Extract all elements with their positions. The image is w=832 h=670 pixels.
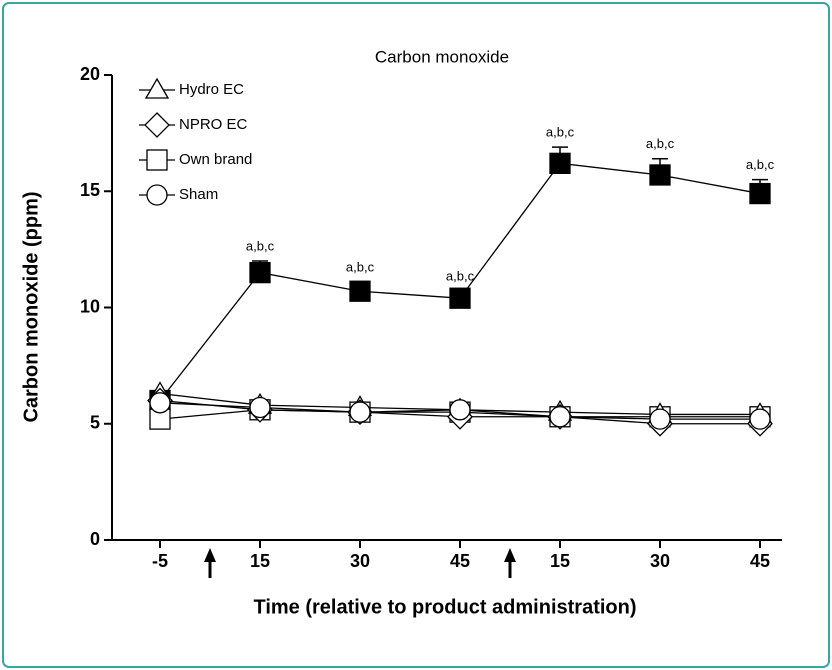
marker: [349, 280, 371, 302]
x-tick-label: 15: [250, 551, 270, 571]
marker: [146, 184, 168, 206]
legend-label: Hydro EC: [179, 81, 244, 98]
x-axis-label: Time (relative to product administration…: [253, 596, 636, 618]
x-tick-label: 45: [750, 551, 770, 571]
marker: [144, 77, 170, 99]
marker: [749, 182, 771, 205]
x-tick-label: 45: [450, 551, 470, 571]
arrow-head: [204, 548, 216, 562]
marker: [249, 261, 271, 284]
x-tick-label: -5: [152, 551, 168, 571]
x-tick-label: 30: [650, 551, 670, 571]
annotation: a,b,c: [346, 259, 375, 274]
x-tick-label: 15: [550, 551, 570, 571]
annotation: a,b,c: [446, 269, 475, 284]
marker: [749, 408, 771, 430]
annotation: a,b,c: [746, 157, 775, 172]
marker: [146, 149, 168, 171]
marker: [449, 287, 471, 309]
marker: [649, 408, 671, 430]
y-tick-label: 0: [90, 529, 100, 549]
marker: [449, 399, 471, 421]
legend-label: Own brand: [179, 151, 252, 168]
marker: [144, 112, 170, 138]
annotation: a,b,c: [646, 136, 675, 151]
marker: [149, 392, 171, 414]
chart-title: Carbon monoxide: [375, 47, 509, 66]
marker: [249, 396, 271, 419]
y-tick-label: 10: [80, 296, 100, 316]
y-tick-label: 20: [80, 64, 100, 84]
y-axis-label: Carbon monoxide (ppm): [20, 191, 42, 422]
annotation: a,b,c: [246, 238, 275, 253]
legend-label: Sham: [179, 186, 218, 203]
marker: [649, 164, 671, 186]
y-tick-label: 5: [90, 413, 100, 433]
annotation: a,b,c: [546, 125, 575, 140]
legend-label: NPRO EC: [179, 116, 248, 133]
x-tick-label: 30: [350, 551, 370, 571]
marker: [549, 152, 571, 175]
marker: [349, 401, 371, 423]
marker: [549, 406, 571, 428]
y-tick-label: 15: [80, 180, 100, 200]
arrow-head: [504, 548, 516, 562]
